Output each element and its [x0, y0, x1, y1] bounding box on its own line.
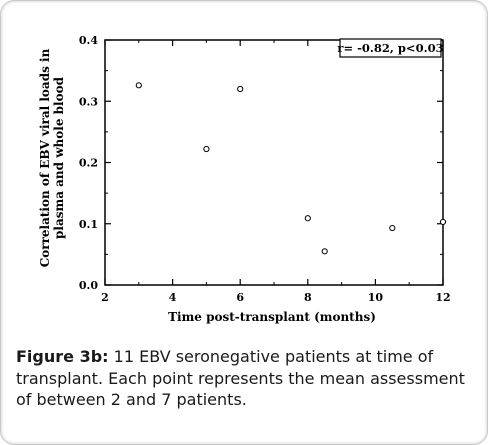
- data-point: [321, 248, 328, 255]
- scatter-chart: 2 4 6 8 10 12 0.0 0.1 0.2 0.3 0.4 r= -0.82, p<0.03…: [38, 34, 451, 324]
- y-axis-label-line1: Correlation of EBV viral loads in: [38, 48, 52, 267]
- y-axis-label-line2: plasma and whole blood: [52, 76, 66, 239]
- annotation-box: r= -0.82, p<0.03: [337, 38, 444, 58]
- y-tick-label: 0.4: [79, 34, 98, 47]
- y-tick-label: 0.0: [79, 279, 98, 292]
- data-point: [304, 215, 311, 222]
- axis-ticks: [104, 39, 444, 286]
- x-axis-label: Time post-transplant (months): [168, 310, 376, 324]
- x-tick-label: 10: [368, 291, 384, 304]
- data-point: [135, 82, 142, 89]
- x-tick-label: 8: [304, 291, 312, 304]
- data-point: [439, 218, 447, 226]
- y-tick-label: 0.2: [79, 157, 98, 170]
- plot-border: [104, 39, 444, 286]
- x-tick-label: 12: [435, 291, 450, 304]
- data-point: [203, 145, 210, 153]
- caption-text: 11 EBV seronegative patients at time of …: [16, 347, 465, 409]
- caption-label: Figure 3b:: [16, 347, 109, 366]
- y-tick-label: 0.3: [79, 95, 98, 108]
- x-tick-label: 4: [169, 291, 177, 304]
- y-axis-label: Correlation of EBV viral loads in plasma…: [38, 48, 66, 267]
- data-points: [135, 82, 447, 255]
- correlation-annotation: r= -0.82, p<0.03: [337, 41, 443, 55]
- x-tick-label: 6: [236, 291, 244, 304]
- plot-area: [104, 39, 444, 286]
- data-point: [389, 224, 396, 232]
- data-point: [237, 85, 244, 93]
- tick-labels: 2 4 6 8 10 12 0.0 0.1 0.2 0.3 0.4: [79, 34, 451, 304]
- x-tick-label: 2: [101, 291, 109, 304]
- y-tick-label: 0.1: [79, 218, 98, 231]
- figure-caption: Figure 3b: 11 EBV seronegative patients …: [16, 346, 480, 411]
